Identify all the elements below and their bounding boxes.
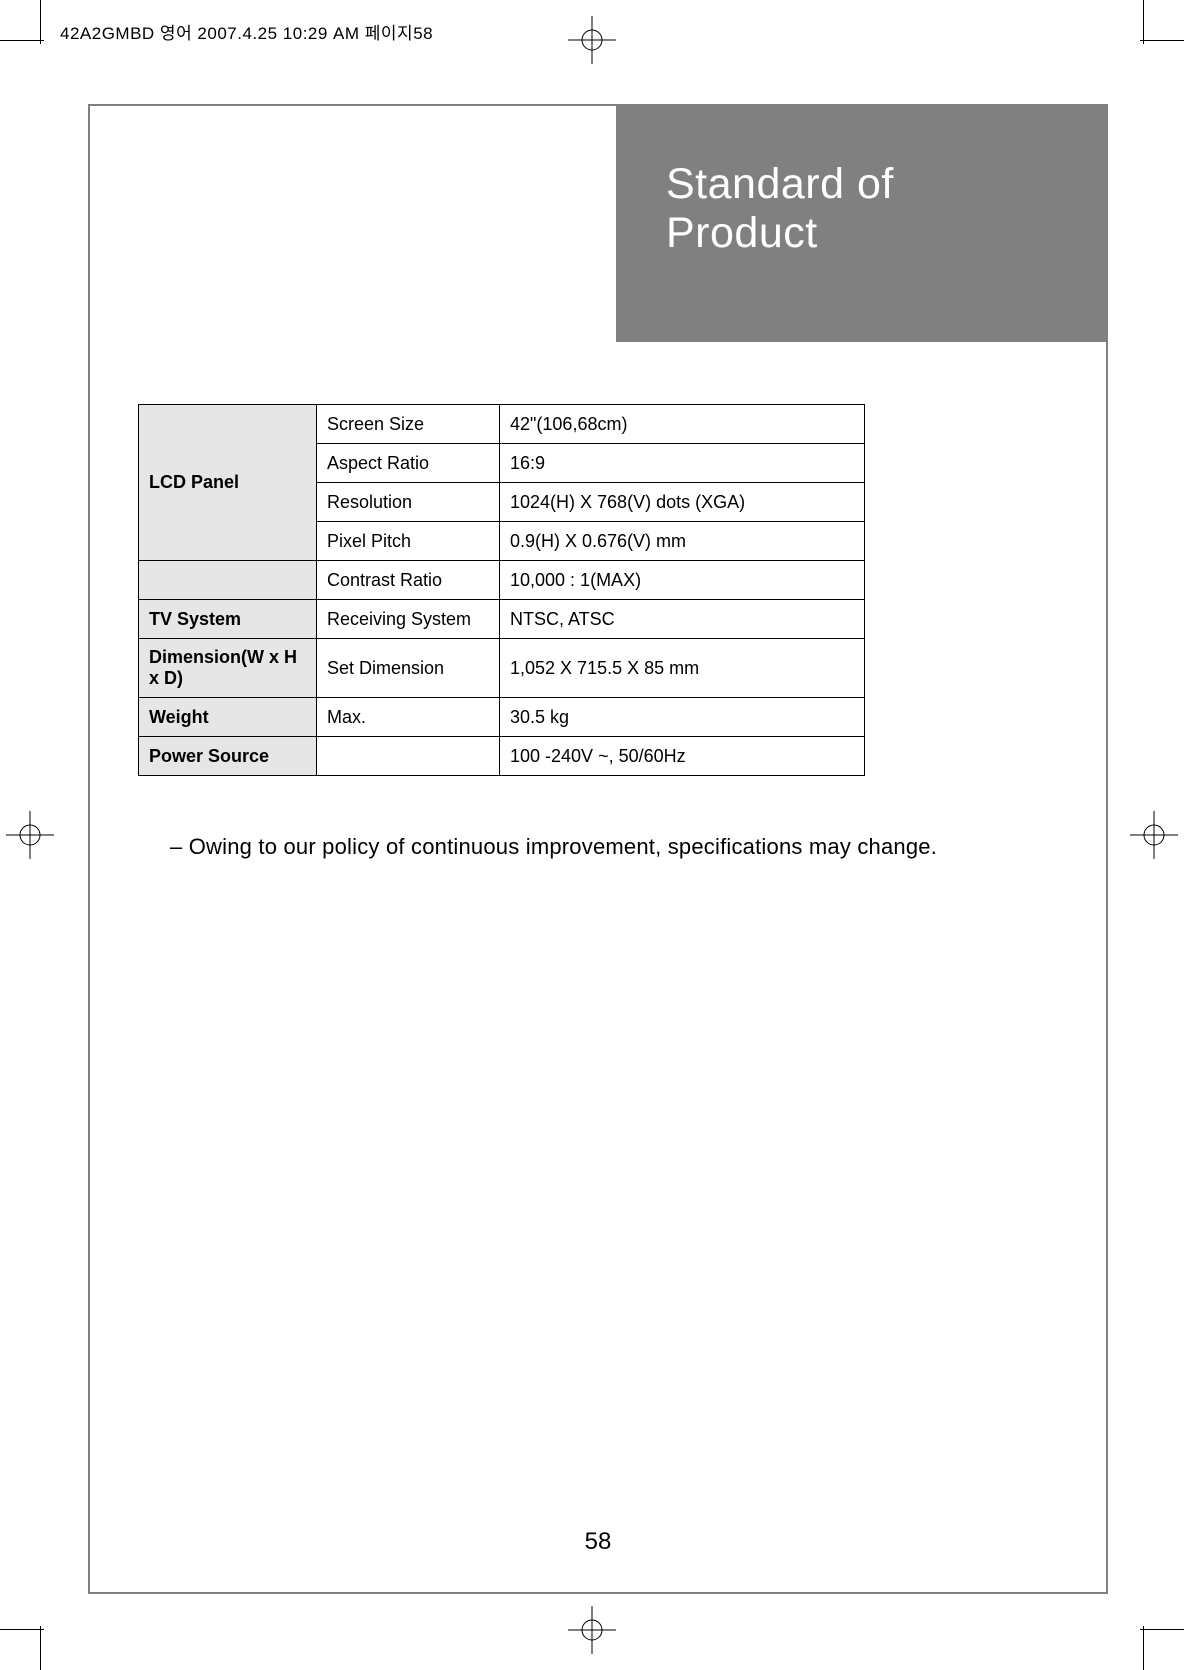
attr-cell: Receiving System: [317, 600, 500, 639]
attr-cell: Aspect Ratio: [317, 444, 500, 483]
attr-cell: [317, 737, 500, 776]
table-row: Weight Max. 30.5 kg: [139, 698, 865, 737]
title-line-2: Product: [666, 209, 1108, 258]
table-row: Power Source 100 -240V ~, 50/60Hz: [139, 737, 865, 776]
category-cell: LCD Panel: [139, 405, 317, 561]
value-cell: 0.9(H) X 0.676(V) mm: [500, 522, 865, 561]
crop-line: [1140, 40, 1184, 41]
page-number: 58: [90, 1528, 1106, 1556]
crop-line: [40, 1626, 41, 1670]
print-meta-header: 42A2GMBD 영어 2007.4.25 10:29 AM 페이지58: [60, 19, 433, 44]
value-cell: 100 -240V ~, 50/60Hz: [500, 737, 865, 776]
table-row: Contrast Ratio 10,000 : 1(MAX): [139, 561, 865, 600]
value-cell: 16:9: [500, 444, 865, 483]
table-row: Dimension(W x H x D) Set Dimension 1,052…: [139, 639, 865, 698]
title-block: Standard of Product: [616, 104, 1108, 342]
attr-cell: Screen Size: [317, 405, 500, 444]
table-row: TV System Receiving System NTSC, ATSC: [139, 600, 865, 639]
crop-line: [40, 0, 41, 44]
spec-table: LCD Panel Screen Size 42"(106,68cm) Aspe…: [138, 404, 865, 776]
attr-cell: Contrast Ratio: [317, 561, 500, 600]
registration-mark-bottom: [568, 1606, 616, 1654]
category-cell: [139, 561, 317, 600]
category-cell: Power Source: [139, 737, 317, 776]
value-cell: NTSC, ATSC: [500, 600, 865, 639]
title-line-1: Standard of: [666, 160, 1108, 209]
registration-mark-top: [568, 16, 616, 64]
attr-cell: Max.: [317, 698, 500, 737]
crop-line: [0, 1629, 44, 1630]
crop-line: [0, 40, 44, 41]
value-cell: 1024(H) X 768(V) dots (XGA): [500, 483, 865, 522]
table-row: LCD Panel Screen Size 42"(106,68cm): [139, 405, 865, 444]
attr-cell: Pixel Pitch: [317, 522, 500, 561]
value-cell: 1,052 X 715.5 X 85 mm: [500, 639, 865, 698]
crop-line: [1140, 1629, 1184, 1630]
category-cell: Weight: [139, 698, 317, 737]
attr-cell: Resolution: [317, 483, 500, 522]
crop-line: [1143, 1626, 1144, 1670]
footnote: – Owing to our policy of continuous impr…: [170, 834, 937, 860]
value-cell: 30.5 kg: [500, 698, 865, 737]
crop-line: [1143, 0, 1144, 44]
registration-mark-right: [1130, 811, 1178, 859]
category-cell: TV System: [139, 600, 317, 639]
value-cell: 42"(106,68cm): [500, 405, 865, 444]
attr-cell: Set Dimension: [317, 639, 500, 698]
page-frame: Standard of Product LCD Panel Screen Siz…: [88, 104, 1108, 1594]
registration-mark-left: [6, 811, 54, 859]
value-cell: 10,000 : 1(MAX): [500, 561, 865, 600]
category-cell: Dimension(W x H x D): [139, 639, 317, 698]
